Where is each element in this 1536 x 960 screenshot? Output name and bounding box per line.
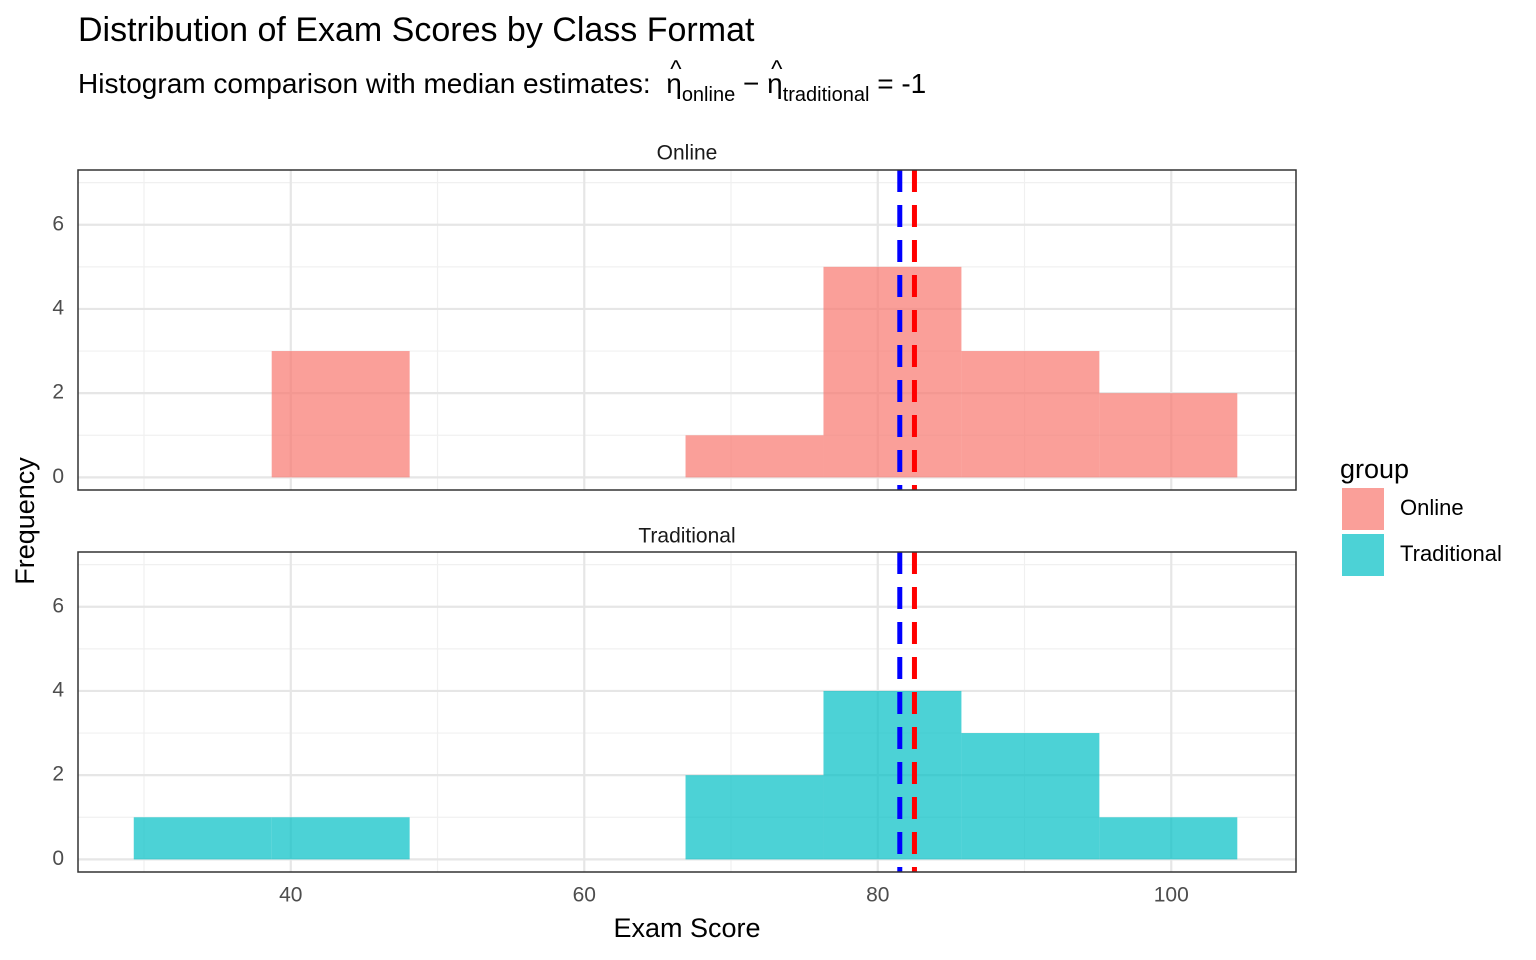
y-tick-label: 2 [52,381,64,404]
legend-item-online: Online [1340,486,1464,532]
hat-mark-online: ^ [670,56,682,83]
histogram-bar [271,351,410,478]
x-tick-label: 80 [866,884,889,907]
panel-online: Online 0 2 4 6 [52,142,1297,491]
subtitle-equals: = -1 [877,68,927,99]
histogram-bar [961,733,1100,860]
y-tick-label: 0 [52,465,64,488]
legend-key-traditional [1342,534,1384,576]
histogram-bar [1099,817,1238,860]
eta-symbol-online: η [666,68,682,99]
y-tick-label: 0 [52,847,64,870]
histogram-bar [133,817,272,860]
facet-strip-label: Online [657,142,718,165]
subscript-traditional: traditional [782,84,870,106]
minus-sign: − [742,68,760,99]
histogram-bar [1099,393,1238,478]
y-tick-label: 4 [52,296,64,319]
y-tick-label: 2 [52,763,64,786]
hat-mark-traditional: ^ [771,56,783,83]
legend-title: group [1340,454,1410,484]
x-axis-title: Exam Score [613,913,760,943]
panel-border [77,551,1297,873]
histogram-bar [685,435,824,478]
chart-subtitle: Histogram comparison with median estimat… [78,56,927,113]
legend-key-online [1342,488,1384,530]
legend-item-traditional: Traditional [1340,532,1502,578]
chart-title: Distribution of Exam Scores by Class For… [78,11,755,49]
eta-traditional: ^ η [767,56,783,102]
legend-label-online: Online [1400,495,1464,520]
y-tick-label: 4 [52,678,64,701]
subtitle-prefix: Histogram comparison with median estimat… [78,68,651,99]
facet-strip-label: Traditional [638,525,735,548]
histogram-bar [271,817,410,860]
x-tick-label: 40 [279,884,302,907]
histogram-bar [823,266,962,478]
y-tick-label: 6 [52,594,64,617]
panel-border [77,169,1297,491]
x-tick-label: 100 [1154,884,1189,907]
y-tick-label: 6 [52,212,64,235]
histogram-bar [961,351,1100,478]
subscript-online: online [681,84,736,106]
y-axis-title: Frequency [10,457,40,585]
eta-symbol-traditional: η [767,68,783,99]
panel-traditional: Traditional 0 2 4 6 [52,525,1297,873]
x-tick-label: 60 [573,884,596,907]
eta-online: ^ η [666,56,682,102]
histogram-bar [685,775,824,860]
histogram-bar [823,690,962,860]
legend-label-traditional: Traditional [1400,541,1502,566]
legend: group Online Traditional [1340,452,1502,578]
